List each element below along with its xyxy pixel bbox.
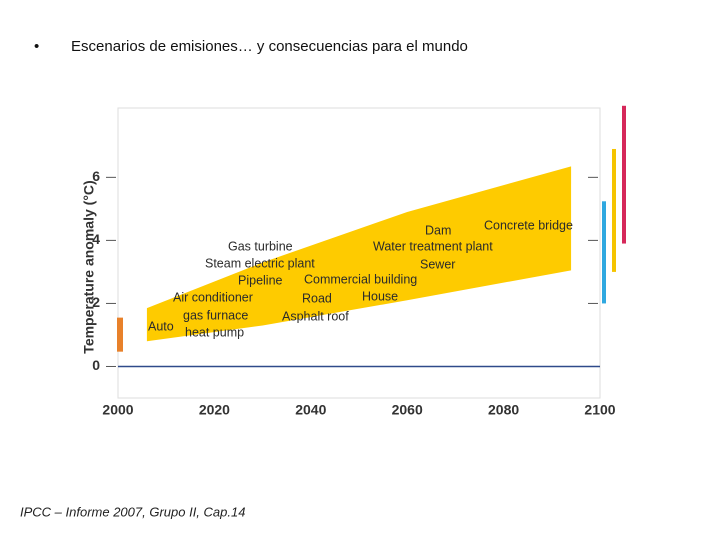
x-tick-label: 2020 bbox=[199, 402, 230, 418]
annotation: Concrete bridge bbox=[484, 218, 573, 232]
y-tick-label: 0 bbox=[92, 357, 100, 373]
annotation: Sewer bbox=[420, 257, 455, 271]
annotation: Steam electric plant bbox=[205, 256, 315, 270]
x-tick-label: 2080 bbox=[488, 402, 519, 418]
plot-frame bbox=[117, 107, 601, 399]
annotation: Dam bbox=[425, 223, 451, 237]
annotation: Road bbox=[302, 291, 332, 305]
y-tick-label: 2 bbox=[92, 294, 100, 310]
x-tick-label: 2040 bbox=[295, 402, 326, 418]
y-axis-label: Temperature anomaly (°C) bbox=[81, 180, 97, 353]
bullet: • bbox=[34, 38, 39, 55]
annotations: Concrete bridge Dam Water treatment plan… bbox=[148, 218, 573, 339]
footer: IPCC – Informe 2007, Grupo II, Cap.14 bbox=[20, 504, 245, 519]
range-bar bbox=[622, 105, 626, 244]
y-tick-label: 6 bbox=[92, 168, 100, 184]
range-bar bbox=[612, 148, 616, 272]
x-tick-label: 2100 bbox=[584, 402, 615, 418]
annotation: Pipeline bbox=[238, 273, 283, 287]
heading: Escenarios de emisiones… y consecuencias… bbox=[71, 38, 468, 55]
annotation: Commercial building bbox=[304, 272, 417, 286]
annotation: heat pump bbox=[185, 325, 244, 339]
y-tick-label: 4 bbox=[92, 231, 100, 247]
annotation: Gas turbine bbox=[228, 239, 293, 253]
annotation: Air conditioner bbox=[173, 290, 253, 304]
annotation: Asphalt roof bbox=[282, 309, 349, 323]
annotation: Auto bbox=[148, 319, 174, 333]
marks: 0 2 4 6 2000 2020 2040 2060 2080 2100 bbox=[92, 105, 626, 418]
annotation: Water treatment plant bbox=[373, 239, 493, 253]
x-tick-label: 2000 bbox=[102, 402, 133, 418]
start-bar bbox=[117, 317, 123, 352]
range-bar bbox=[602, 201, 606, 304]
annotation: House bbox=[362, 289, 398, 303]
annotation: gas furnace bbox=[183, 308, 248, 322]
projection-band bbox=[146, 166, 572, 342]
x-tick-label: 2060 bbox=[392, 402, 423, 418]
